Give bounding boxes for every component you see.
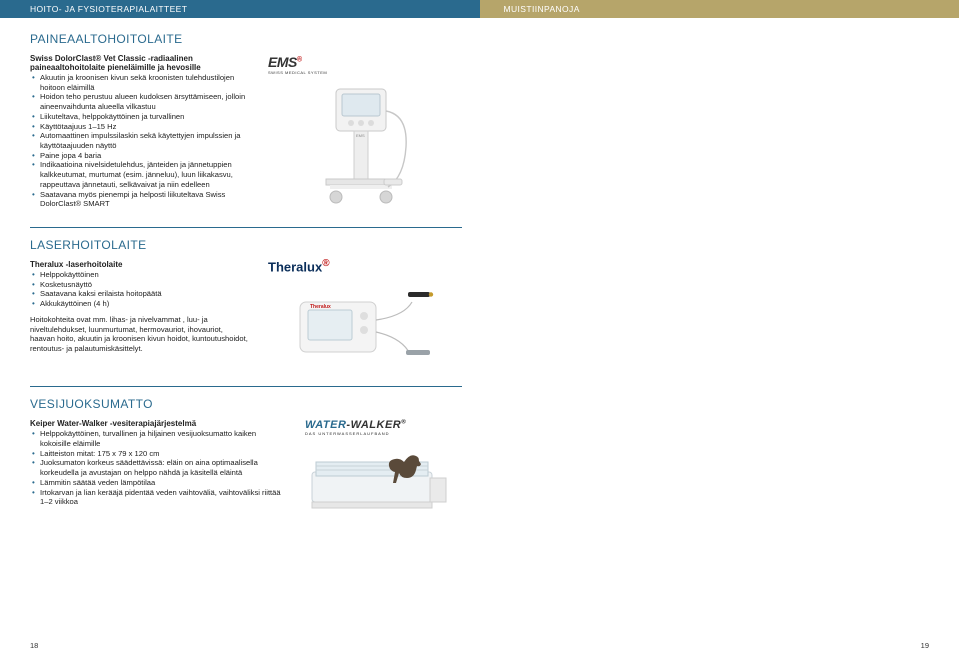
- list-item: Automaattinen impulssilaskin sekä käytet…: [30, 131, 248, 150]
- list-item: Liikuteltava, helppokäyttöinen ja turval…: [30, 112, 248, 122]
- water-walker-device-image: [304, 442, 454, 522]
- section-title-laser: LASERHOITOLAITE: [30, 238, 462, 252]
- list-item: Paine jopa 4 baria: [30, 151, 248, 161]
- list-item: Indikaatioina nivelsidetulehdus, jänteid…: [30, 160, 248, 189]
- ems-logo: EMS® SWISS MEDICAL SYSTEM: [268, 54, 327, 75]
- list-item: Irtokarvan ja lian kerääjä pidentää vede…: [30, 488, 285, 507]
- header-bar-right: MUISTIINPANOJA: [480, 0, 959, 18]
- section-vesi: VESIJUOKSUMATTO Keiper Water-Walker -ves…: [30, 397, 462, 522]
- divider: [30, 386, 462, 387]
- list-item: Saatavana kaksi erilaista hoitopäätä: [30, 289, 248, 299]
- section-title-paineaalto: PAINEAALTOHOITOLAITE: [30, 32, 462, 46]
- list-item: Juoksumaton korkeus säädettävissä: eläin…: [30, 458, 285, 477]
- ems-device-image: EMS: [306, 81, 416, 211]
- section-paineaalto: PAINEAALTOHOITOLAITE Swiss DolorClast® V…: [30, 32, 462, 211]
- list-item: Helppokäyttöinen: [30, 270, 248, 280]
- header-bar-left: HOITO- JA FYSIOTERAPIALAITTEET: [0, 0, 486, 18]
- theralux-device-image: Theralux: [286, 280, 436, 370]
- list-item: Lämmitin säätää veden lämpötilaa: [30, 478, 285, 488]
- svg-text:Theralux: Theralux: [310, 304, 331, 310]
- list-item: Kosketusnäyttö: [30, 280, 248, 290]
- bullets-laser: Helppokäyttöinen Kosketusnäyttö Saatavan…: [30, 270, 248, 309]
- bullets-vesi: Helppokäyttöinen, turvallinen ja hiljain…: [30, 429, 285, 507]
- divider: [30, 227, 462, 228]
- list-item: Helppokäyttöinen, turvallinen ja hiljain…: [30, 429, 285, 448]
- list-item: Käyttötaajuus 1–15 Hz: [30, 122, 248, 132]
- laser-paragraph: Hoitokohteita ovat mm. lihas- ja nivelva…: [30, 315, 248, 354]
- list-item: Laitteiston mitat: 175 x 79 x 120 cm: [30, 449, 285, 459]
- page-number-left: 18: [30, 641, 38, 650]
- subtitle-vesi: Keiper Water-Walker -vesiterapiajärjeste…: [30, 419, 285, 428]
- header-title-right: MUISTIINPANOJA: [504, 4, 580, 14]
- section-laser: LASERHOITOLAITE Theralux -laserhoitolait…: [30, 238, 462, 370]
- list-item: Saatavana myös pienempi ja helposti liik…: [30, 190, 248, 209]
- list-item: Akkukäyttöinen (4 h): [30, 299, 248, 309]
- theralux-logo: Theralux®: [268, 258, 330, 274]
- list-item: Hoidon teho perustuu alueen kudoksen ärs…: [30, 92, 248, 111]
- svg-text:EMS: EMS: [356, 133, 365, 138]
- list-item: Akuutin ja kroonisen kivun sekä kroonist…: [30, 73, 248, 92]
- subtitle-laser: Theralux -laserhoitolaite: [30, 260, 248, 269]
- water-walker-logo: WATER-WALKER® DAS UNTERWASSERLAUFBAND: [305, 419, 406, 436]
- subtitle-paineaalto: Swiss DolorClast® Vet Classic -radiaalin…: [30, 54, 248, 72]
- header-title-left: HOITO- JA FYSIOTERAPIALAITTEET: [30, 4, 187, 14]
- section-title-vesi: VESIJUOKSUMATTO: [30, 397, 462, 411]
- bullets-paineaalto: Akuutin ja kroonisen kivun sekä kroonist…: [30, 73, 248, 209]
- page-number-right: 19: [921, 641, 929, 650]
